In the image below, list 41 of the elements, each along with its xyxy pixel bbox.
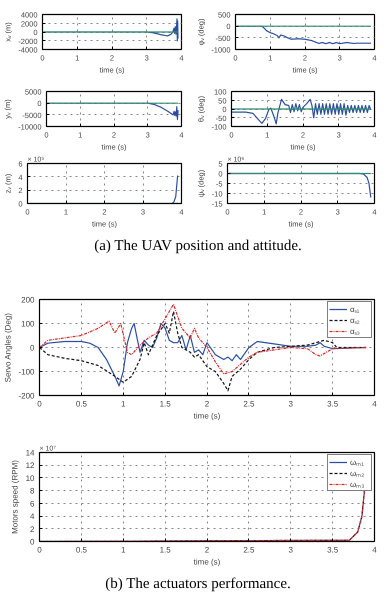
x-tick-label: 4 — [372, 546, 378, 554]
text: (a) The UAV position and attitude. — [94, 237, 302, 256]
y-tick-label: 0 — [30, 538, 36, 546]
text: (b) The actuators performance. — [105, 575, 291, 594]
x-axis-title: time (s) — [194, 412, 221, 420]
y-tick-label: 6 — [30, 499, 36, 508]
legend-label: ωₘ₂ — [350, 468, 366, 478]
x-tick-label: 3.5 — [327, 546, 339, 554]
x-tick-label: 1.5 — [160, 546, 172, 554]
y-tick-label: 4 — [30, 512, 36, 522]
x-tick-label: 3 — [288, 400, 294, 408]
x-tick-label: 2 — [204, 400, 210, 408]
y-axis-title: Servo Angles (Deg) — [3, 312, 12, 382]
y-tick-label: 12 — [26, 461, 36, 470]
x-tick-label: 2.5 — [243, 546, 255, 554]
y-tick-label: 10 — [26, 474, 36, 483]
x-tick-label: 2 — [204, 546, 210, 554]
x-axis-title: time (s) — [194, 558, 221, 566]
y-tick-label: 0 — [30, 344, 36, 352]
legend-label: αₛ₃ — [350, 326, 361, 336]
legend-label: αₛ₂ — [350, 315, 361, 325]
x-tick-label: 0.5 — [76, 546, 88, 554]
x-tick-label: 0.5 — [76, 400, 88, 408]
legend-label: ωₘ₃ — [350, 479, 366, 489]
x-tick-label: 3 — [288, 546, 294, 554]
y-tick-label: 200 — [21, 296, 36, 304]
x-tick-label: 2.5 — [243, 400, 255, 408]
x-tick-label: 1.5 — [160, 400, 172, 408]
x-tick-label: 3.5 — [327, 400, 339, 408]
y-axis-title: Motors speed (RPM) — [10, 460, 20, 534]
y-tick-label: 100 — [21, 320, 36, 328]
legend-label: ωₘ₁ — [350, 457, 365, 467]
x-tick-label: 1 — [121, 400, 126, 408]
legend-label: αₛ₁ — [350, 304, 360, 314]
y-tick-label: 2 — [30, 524, 36, 534]
y-tick-label: 8 — [30, 486, 36, 496]
y-tick-label: 14 — [26, 448, 36, 458]
y-tick-label: -200 — [18, 392, 36, 400]
y-tick-label: -100 — [18, 368, 36, 376]
x-tick-label: 1 — [121, 546, 126, 554]
x-tick-label: 4 — [372, 400, 378, 408]
